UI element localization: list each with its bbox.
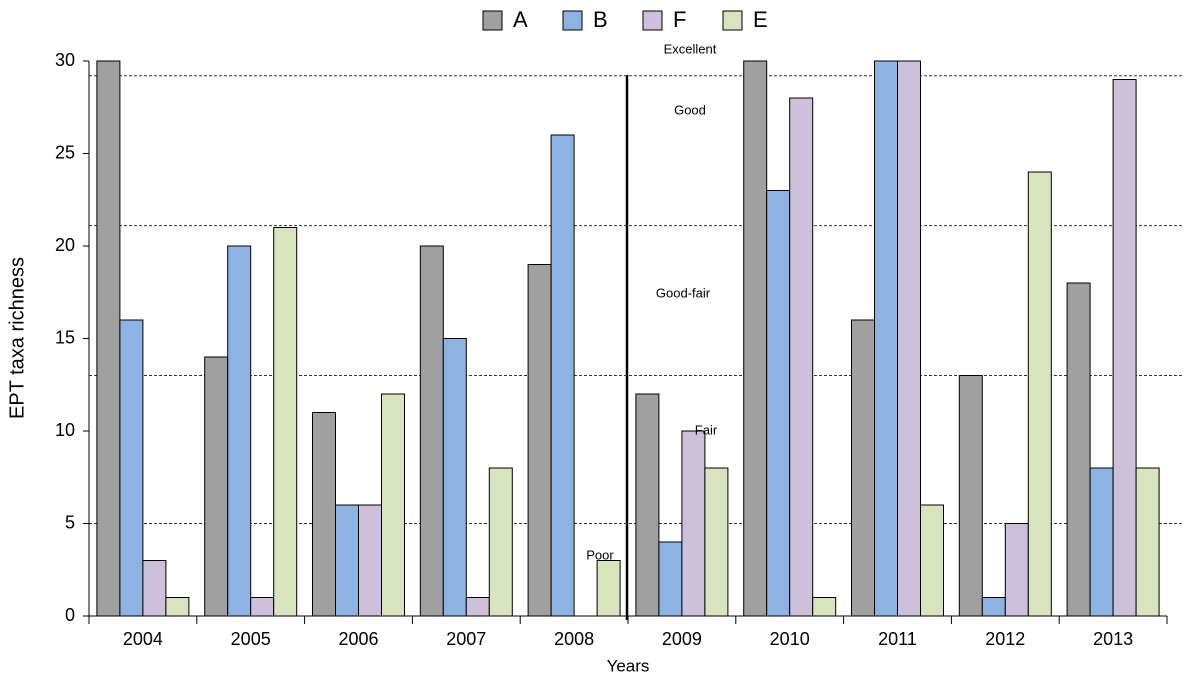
bar xyxy=(488,467,513,617)
bar xyxy=(312,412,336,617)
y-tick-label: 5 xyxy=(65,512,75,532)
bar xyxy=(766,190,791,617)
annotation: Excellent xyxy=(664,41,717,56)
legend-label: B xyxy=(593,7,608,32)
y-tick-label: 10 xyxy=(55,420,75,440)
y-tick-label: 30 xyxy=(55,50,75,70)
x-tick-label: 2006 xyxy=(338,629,378,649)
y-tick-label: 15 xyxy=(55,327,75,347)
y-tick-label: 0 xyxy=(65,605,75,625)
bar xyxy=(920,504,944,617)
legend-swatch xyxy=(482,10,503,31)
bar xyxy=(419,245,444,617)
bar xyxy=(1135,467,1160,617)
bar xyxy=(897,60,921,617)
bar xyxy=(227,245,252,617)
bar xyxy=(358,504,382,617)
x-tick-label: 2004 xyxy=(123,629,163,649)
legend-label: A xyxy=(513,7,528,32)
bar xyxy=(527,264,552,617)
y-tick-label: 25 xyxy=(55,142,75,162)
bar xyxy=(119,319,144,617)
bar xyxy=(442,338,467,617)
bar xyxy=(142,560,167,617)
bar xyxy=(874,60,898,617)
legend-swatch xyxy=(642,10,663,31)
legend-label: F xyxy=(673,7,686,32)
bar xyxy=(658,541,683,617)
bar xyxy=(1066,282,1091,617)
bar xyxy=(335,504,359,617)
annotation: Fair xyxy=(695,422,718,437)
y-axis-label: EPT taxa richness xyxy=(6,257,28,419)
annotation: Good xyxy=(674,102,706,117)
bar xyxy=(596,560,621,617)
bar xyxy=(550,134,575,617)
bar xyxy=(635,393,660,617)
bar xyxy=(743,60,768,617)
annotation: Poor xyxy=(586,547,614,562)
x-tick-label: 2007 xyxy=(446,629,486,649)
x-tick-label: 2011 xyxy=(878,629,917,649)
bar xyxy=(1089,467,1114,617)
bar xyxy=(812,597,837,617)
bar xyxy=(96,60,121,617)
x-tick-label: 2008 xyxy=(554,629,594,649)
x-axis-label: Years xyxy=(607,656,650,675)
bar xyxy=(681,430,706,617)
bar xyxy=(465,597,490,617)
y-tick-label: 20 xyxy=(55,235,75,255)
legend-swatch xyxy=(722,10,743,31)
legend-swatch xyxy=(562,10,583,31)
x-tick-label: 2013 xyxy=(1093,629,1133,649)
x-tick-label: 2005 xyxy=(231,629,271,649)
bar xyxy=(165,597,190,617)
bar xyxy=(789,97,814,617)
bar xyxy=(1112,79,1137,617)
annotation: Good-fair xyxy=(656,285,711,300)
bar xyxy=(204,356,229,617)
bar xyxy=(381,393,405,617)
bar xyxy=(958,375,983,617)
x-tick-label: 2009 xyxy=(662,629,702,649)
bar xyxy=(1027,171,1052,617)
bar xyxy=(1004,523,1029,617)
bar xyxy=(981,597,1006,617)
bar xyxy=(250,597,275,617)
bar xyxy=(273,227,298,617)
bar xyxy=(851,319,875,617)
bar xyxy=(704,467,729,617)
legend-label: E xyxy=(753,7,768,32)
x-tick-label: 2012 xyxy=(985,629,1025,649)
x-tick-label: 2010 xyxy=(770,629,810,649)
